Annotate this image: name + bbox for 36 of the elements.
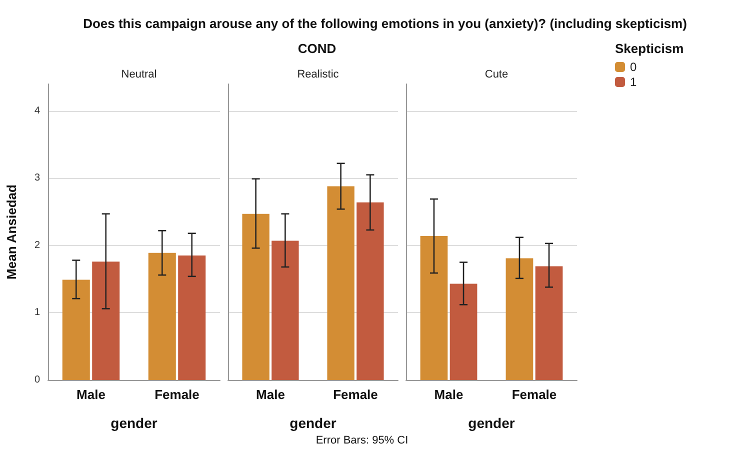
bar — [535, 266, 563, 380]
y-tick-label: 3 — [34, 172, 40, 184]
bar — [327, 186, 354, 380]
y-axis-title: Mean Ansiedad — [4, 184, 19, 280]
x-tick-label: Female — [154, 387, 200, 402]
x-tick-label: Male — [76, 387, 106, 402]
y-tick-label: 2 — [34, 240, 40, 251]
text: COND — [298, 41, 336, 56]
legend-label: 0 — [630, 60, 637, 74]
bar — [148, 252, 176, 380]
bar — [272, 240, 299, 380]
bar — [450, 284, 478, 380]
x-tick-label: Male — [434, 387, 464, 402]
bar — [356, 202, 384, 380]
bar — [506, 258, 534, 380]
y-tick-label: 4 — [34, 105, 40, 116]
x-tick-label: Female — [333, 387, 378, 402]
x-tick-label: Female — [512, 387, 557, 402]
x-axis-title: gender — [290, 415, 337, 431]
legend-label: 1 — [630, 75, 637, 89]
bar — [62, 280, 90, 380]
chart-title: Cute — [484, 68, 508, 80]
legend-title: Skepticism — [615, 41, 684, 56]
bar — [178, 256, 206, 380]
text: Error Bars: 95% CI — [316, 434, 408, 446]
y-tick-label: 1 — [34, 307, 40, 318]
chart-title: Neutral — [121, 68, 157, 80]
y-tick-label: 0 — [34, 374, 40, 386]
x-axis-title: gender — [468, 415, 516, 431]
chart-title: Realistic — [297, 68, 340, 80]
x-axis-title: gender — [110, 415, 158, 431]
bar — [242, 214, 270, 380]
text: Does this campaign arouse any of the following emotions in you (anxiety)? (including skepticism) — [83, 16, 687, 31]
bar — [420, 236, 448, 380]
x-tick-label: Male — [256, 387, 285, 402]
bar — [92, 262, 120, 380]
